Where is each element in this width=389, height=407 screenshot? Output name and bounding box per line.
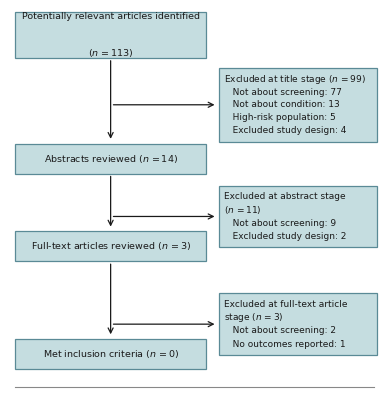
Text: ($\mathit{n}$ = 11): ($\mathit{n}$ = 11) <box>224 204 261 216</box>
FancyBboxPatch shape <box>15 144 206 174</box>
Text: Abstracts reviewed ($\mathit{n}$ = 14): Abstracts reviewed ($\mathit{n}$ = 14) <box>44 153 178 164</box>
Text: Potentially relevant articles identified: Potentially relevant articles identified <box>22 12 200 21</box>
Text: No outcomes reported: 1: No outcomes reported: 1 <box>224 339 345 349</box>
Text: Excluded at title stage ($\mathit{n}$ = 99): Excluded at title stage ($\mathit{n}$ = … <box>224 73 366 86</box>
FancyBboxPatch shape <box>15 339 206 369</box>
FancyBboxPatch shape <box>219 293 377 355</box>
Text: Not about screening: 2: Not about screening: 2 <box>224 326 336 335</box>
Text: High-risk population: 5: High-risk population: 5 <box>224 113 336 122</box>
Text: stage ($\mathit{n}$ = 3): stage ($\mathit{n}$ = 3) <box>224 311 284 324</box>
FancyBboxPatch shape <box>15 12 206 58</box>
Text: Not about condition: 13: Not about condition: 13 <box>224 101 340 109</box>
Text: Not about screening: 77: Not about screening: 77 <box>224 88 342 97</box>
Text: Excluded study design: 2: Excluded study design: 2 <box>224 232 346 241</box>
FancyBboxPatch shape <box>219 186 377 247</box>
Text: ($\mathit{n}$ = 113): ($\mathit{n}$ = 113) <box>88 47 133 59</box>
Text: Met inclusion criteria ($\mathit{n}$ = 0): Met inclusion criteria ($\mathit{n}$ = 0… <box>43 348 179 360</box>
Text: Full-text articles reviewed ($\mathit{n}$ = 3): Full-text articles reviewed ($\mathit{n}… <box>31 241 191 252</box>
FancyBboxPatch shape <box>15 232 206 261</box>
Text: Excluded at full-text article: Excluded at full-text article <box>224 300 347 309</box>
FancyBboxPatch shape <box>219 68 377 142</box>
Text: Not about screening: 9: Not about screening: 9 <box>224 219 336 228</box>
Text: Excluded at abstract stage: Excluded at abstract stage <box>224 192 345 201</box>
Text: Excluded study design: 4: Excluded study design: 4 <box>224 126 346 135</box>
